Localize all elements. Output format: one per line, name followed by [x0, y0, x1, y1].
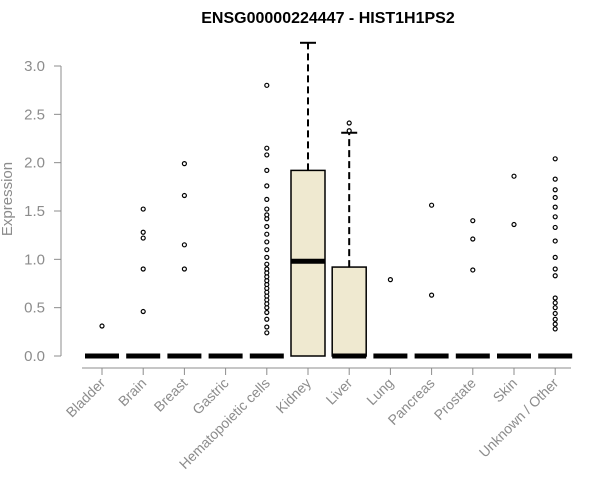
outlier-point	[552, 254, 558, 260]
outlier-point	[181, 242, 187, 248]
y-tick-label: 1.5	[24, 203, 45, 220]
outlier-point	[552, 194, 558, 201]
outlier-point	[552, 187, 558, 193]
outlier-point	[181, 192, 187, 199]
outlier-point	[552, 224, 558, 231]
y-tick-label: 0.5	[24, 300, 45, 317]
x-tick-label: Lung	[363, 375, 396, 408]
outlier-point	[429, 202, 435, 208]
outlier-point	[181, 266, 187, 272]
box-prostate	[455, 218, 490, 359]
outlier-point	[140, 266, 146, 272]
box-hematopoietic-cells	[249, 82, 284, 359]
outlier-point	[552, 310, 558, 317]
outlier-point	[264, 196, 270, 202]
x-tick-label: Breast	[151, 375, 191, 415]
outlier-point	[264, 266, 270, 272]
outlier-point	[99, 323, 105, 329]
outlier-point	[140, 206, 146, 212]
box-bladder	[85, 323, 119, 359]
outlier-point	[264, 231, 270, 237]
outlier-point	[264, 183, 270, 189]
outlier-point	[470, 267, 476, 273]
outlier-point	[552, 214, 558, 220]
outlier-point	[140, 235, 146, 241]
outlier-point	[552, 204, 558, 210]
box-lung	[373, 277, 408, 359]
outlier-point	[264, 212, 270, 218]
outlier-point	[140, 229, 146, 235]
outlier-point	[552, 176, 558, 182]
boxes	[85, 41, 573, 359]
outlier-point	[552, 326, 558, 332]
y-tick-label: 3.0	[24, 58, 45, 75]
outlier-point	[346, 120, 352, 126]
outlier-point	[264, 223, 270, 230]
outlier-point	[511, 221, 517, 228]
outlier-point	[552, 316, 558, 322]
outlier-point	[511, 173, 517, 179]
x-tick-label: Bladder	[63, 375, 109, 421]
box-unknown-other	[538, 156, 573, 359]
outlier-point	[552, 266, 558, 272]
outlier-point	[552, 238, 558, 244]
outlier-point	[552, 300, 558, 306]
y-tick-label: 1.0	[24, 251, 45, 268]
y-tick-label: 2.5	[24, 106, 45, 123]
outlier-point	[552, 321, 558, 327]
outlier-point	[264, 330, 270, 336]
y-tick-label: 2.0	[24, 155, 45, 172]
outlier-point	[264, 254, 270, 260]
box-liver	[331, 120, 367, 359]
outlier-point	[264, 247, 270, 253]
x-tick-label: Liver	[323, 375, 356, 408]
outlier-point	[264, 167, 270, 173]
y-ticks: 0.0 0.5 1.0 1.5 2.0 2.5 3.0	[24, 58, 61, 365]
outlier-point	[264, 206, 270, 212]
outlier-point	[264, 82, 270, 88]
outlier-point	[429, 292, 435, 298]
outlier-point	[264, 145, 270, 151]
outlier-point	[264, 309, 270, 316]
box-skin	[497, 173, 531, 359]
outlier-point	[264, 324, 270, 330]
outlier-point	[552, 156, 558, 162]
x-tick-label: Brain	[115, 375, 149, 409]
box-kidney	[290, 41, 326, 357]
outlier-point	[181, 161, 187, 167]
outlier-point	[264, 152, 270, 158]
outlier-point	[264, 261, 270, 267]
box-iqr	[331, 266, 367, 357]
y-tick-label: 0.0	[24, 348, 45, 365]
outlier-point	[264, 239, 270, 245]
outlier-point	[387, 277, 393, 283]
box-breast	[167, 161, 202, 359]
outlier-point	[470, 218, 476, 224]
outlier-point	[140, 308, 146, 315]
outlier-point	[346, 128, 352, 134]
box-pancreas	[414, 202, 449, 359]
outlier-point	[552, 273, 558, 279]
box-brain	[126, 206, 161, 359]
x-tick-label: Skin	[490, 375, 521, 406]
chart-title: ENSG00000224447 - HIST1H1PS2	[201, 10, 455, 27]
outlier-point	[552, 295, 558, 301]
y-axis-label: Expression	[0, 162, 16, 236]
outlier-point	[552, 305, 558, 311]
outlier-point	[264, 316, 270, 322]
x-tick-label: Prostate	[431, 375, 479, 423]
outlier-point	[470, 236, 476, 242]
x-tick-label: Kidney	[273, 375, 315, 417]
